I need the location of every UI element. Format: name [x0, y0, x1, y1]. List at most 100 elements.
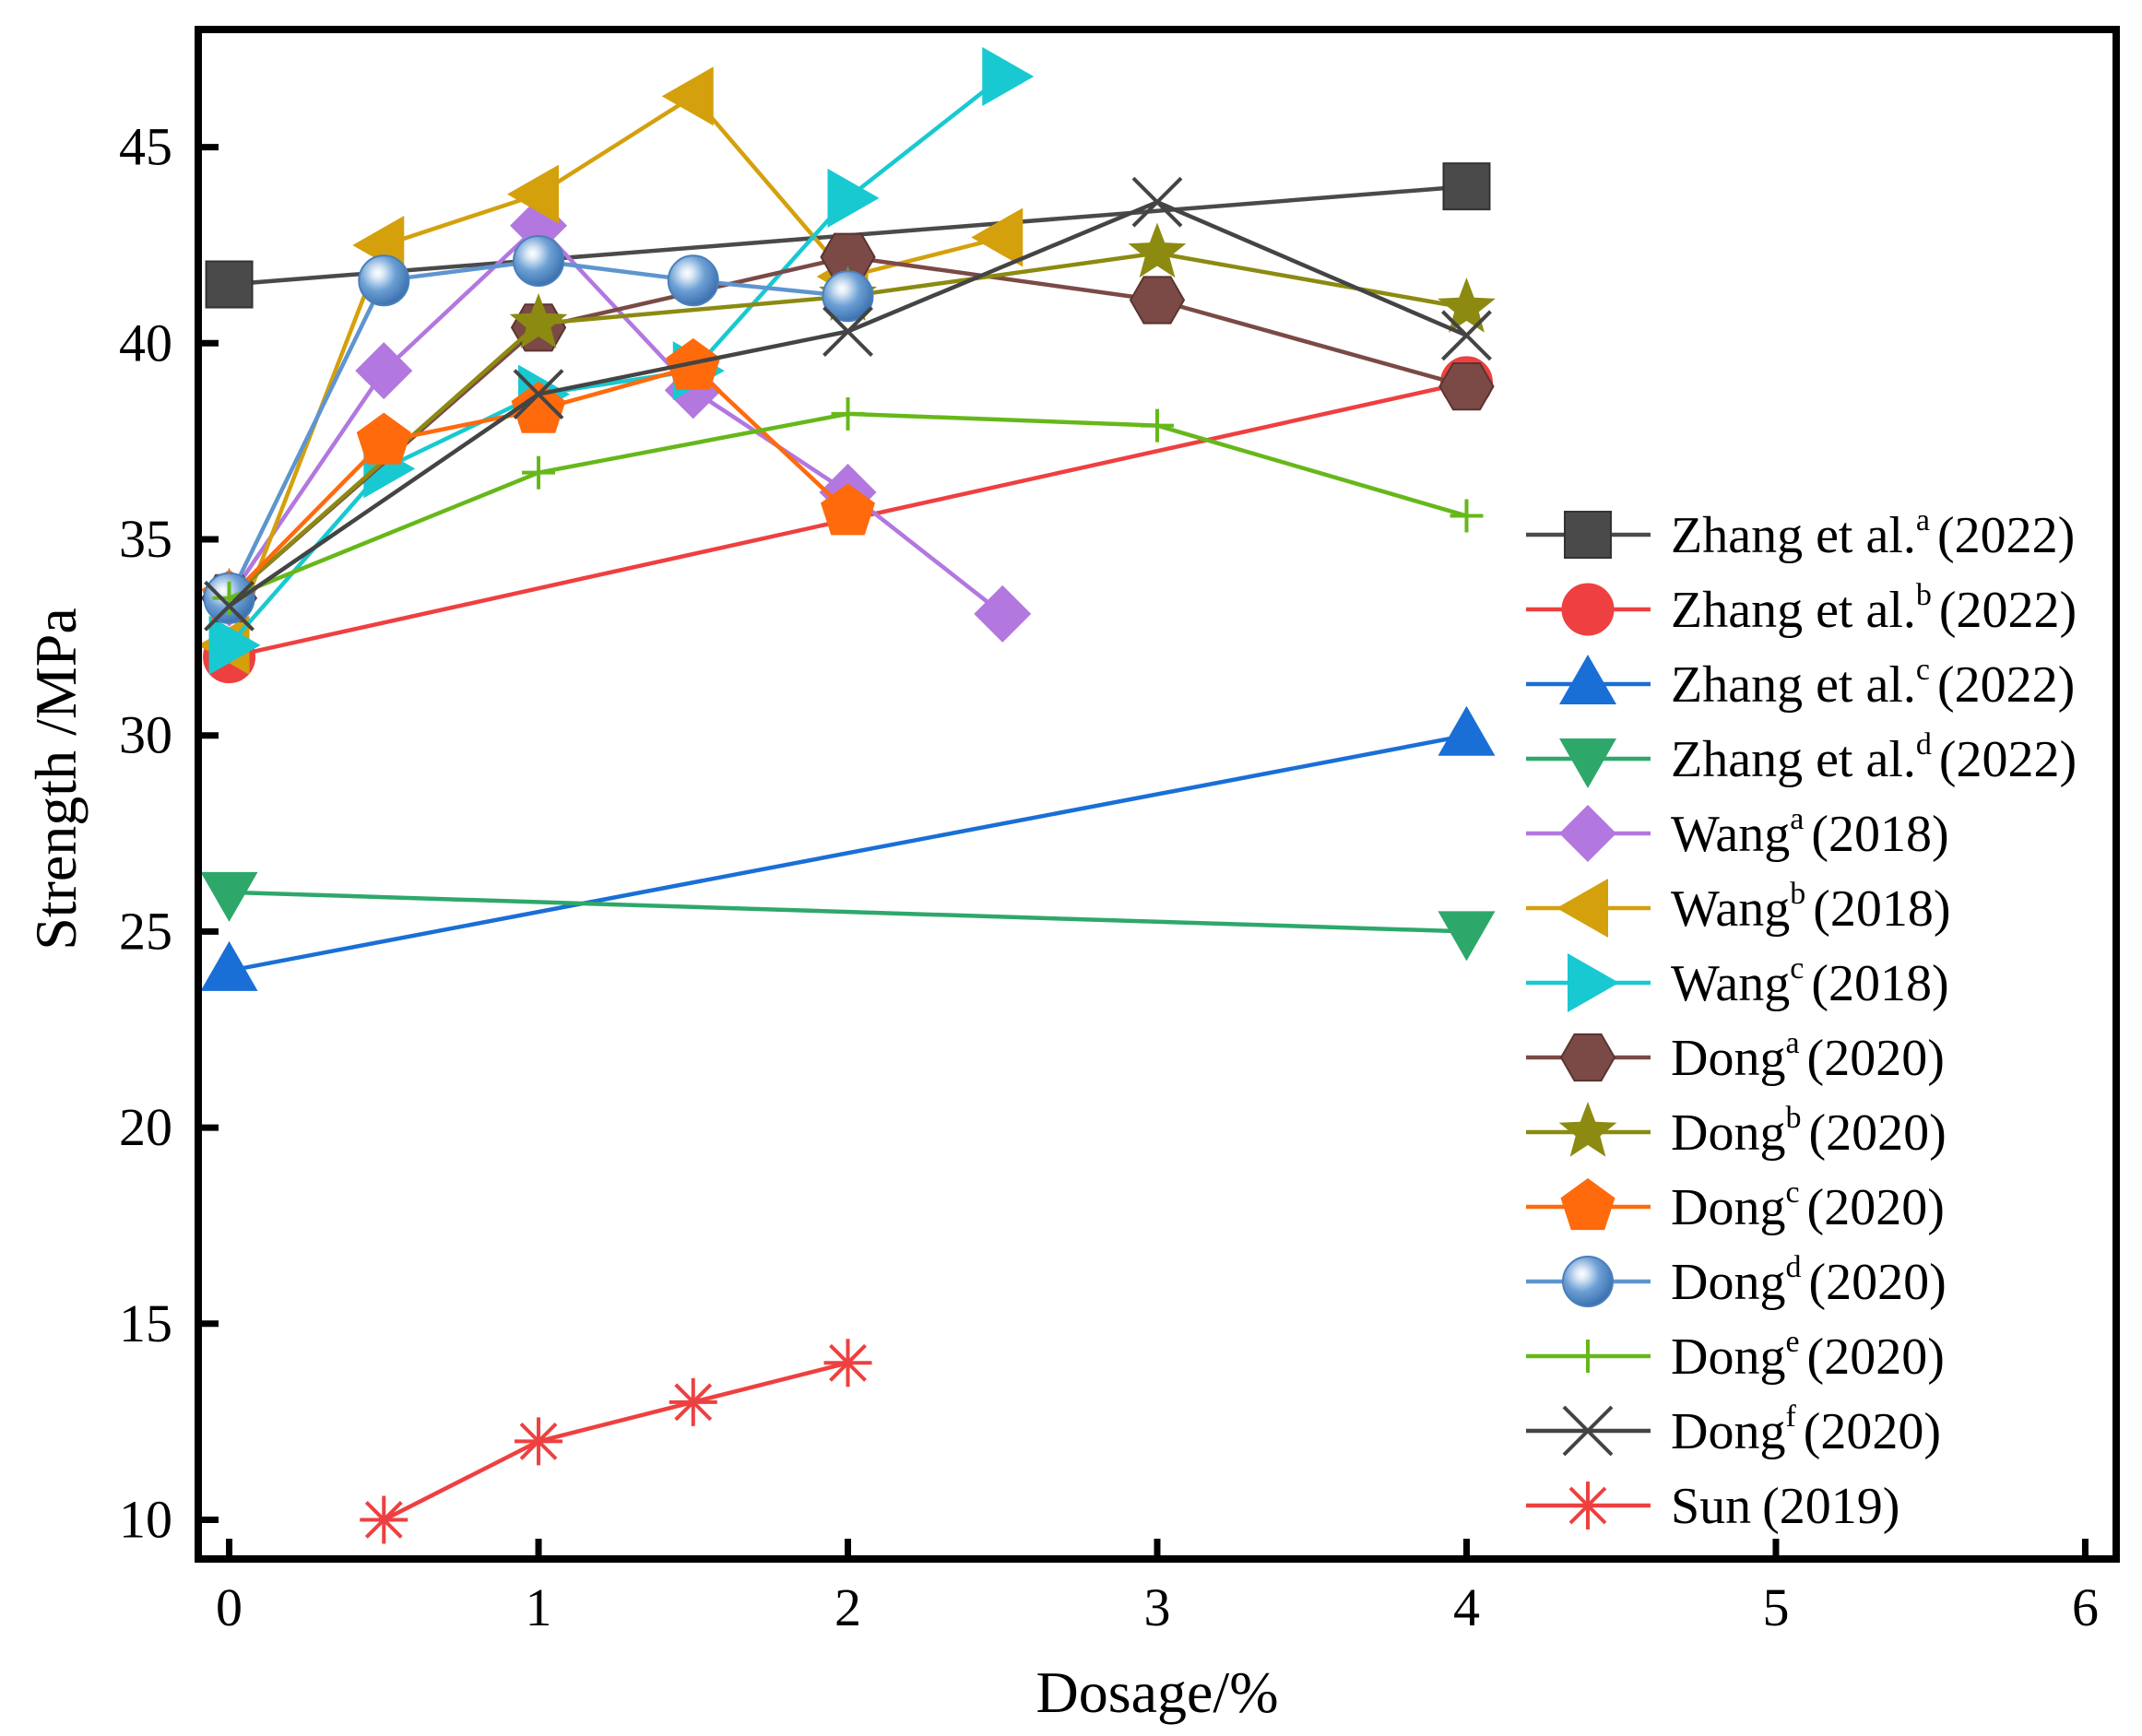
legend-marker: [1564, 1482, 1612, 1529]
data-point: [1128, 222, 1187, 278]
legend-label: Sun (2019): [1671, 1478, 1899, 1535]
data-point: [205, 260, 254, 309]
legend-label: Donga (2020): [1671, 1026, 1945, 1087]
data-point: [974, 585, 1032, 643]
legend-label: Dongb (2020): [1671, 1101, 1947, 1162]
x-tick-label: 2: [834, 1577, 861, 1637]
data-point: [823, 1339, 872, 1388]
x-tick-label: 4: [1453, 1577, 1480, 1637]
legend-item: Sun (2019): [1526, 1478, 1899, 1535]
legend-marker: [1562, 1256, 1614, 1307]
legend-item: Wangc (2018): [1526, 951, 1949, 1012]
data-point: [822, 270, 874, 323]
legend-label: Zhang et al.b (2022): [1671, 578, 2077, 639]
series-4: [200, 871, 1496, 962]
series-3: [200, 705, 1496, 991]
legend-item: Donge (2020): [1526, 1325, 1945, 1386]
legend-label: Zhang et al.c (2022): [1671, 653, 2075, 714]
x-tick-label: 5: [1762, 1577, 1789, 1637]
legend-item: Zhang et al.b (2022): [1526, 578, 2077, 639]
data-point: [1438, 362, 1495, 411]
series-line: [383, 1361, 849, 1522]
legend-marker: [1556, 879, 1608, 938]
data-point: [507, 164, 560, 224]
legend-marker: [1568, 953, 1619, 1012]
series-layer: [197, 47, 1496, 1544]
data-point: [1441, 310, 1492, 361]
legend-label: Wanga (2018): [1671, 802, 1949, 863]
data-point: [831, 396, 865, 431]
series-11: [203, 234, 874, 624]
legend-marker: [1564, 511, 1612, 559]
data-point: [204, 580, 254, 632]
legend-label: Wangc (2018): [1671, 951, 1949, 1012]
legend-item: Dongc (2020): [1526, 1175, 1945, 1236]
x-tick-label: 1: [526, 1577, 552, 1637]
series-line: [227, 94, 1003, 646]
legend-marker: [1562, 1405, 1614, 1457]
legend-label: Wangb (2018): [1671, 877, 1951, 938]
data-point: [360, 1495, 408, 1544]
legend-item: Dongb (2020): [1526, 1101, 1947, 1162]
legend-marker: [1558, 1102, 1617, 1157]
data-point: [509, 293, 568, 348]
series-line: [229, 733, 1467, 974]
x-tick-label: 0: [216, 1577, 243, 1637]
x-tick-label: 3: [1144, 1577, 1171, 1637]
x-tick-label: 6: [2072, 1577, 2099, 1637]
data-point: [821, 483, 876, 536]
y-tick-label: 40: [119, 313, 172, 372]
data-point: [822, 306, 873, 357]
legend-marker: [1560, 1178, 1615, 1231]
series-14: [360, 1339, 872, 1544]
data-point: [661, 66, 714, 126]
data-point: [667, 254, 719, 307]
legend-marker: [1561, 583, 1615, 636]
legend-label: Dongd (2020): [1671, 1250, 1947, 1311]
data-point: [355, 342, 413, 400]
data-point: [827, 168, 880, 228]
y-tick-label: 30: [119, 705, 172, 765]
data-point: [1131, 176, 1183, 228]
legend-marker: [1559, 738, 1616, 788]
legend-item: Donga (2020): [1526, 1026, 1945, 1087]
legend-marker: [1559, 655, 1616, 704]
data-point: [522, 455, 556, 490]
data-point: [1438, 705, 1496, 756]
data-point: [971, 207, 1024, 267]
y-tick-label: 25: [119, 901, 172, 961]
legend-item: Dongd (2020): [1526, 1250, 1947, 1311]
series-12: [212, 396, 1484, 615]
data-point: [1141, 408, 1174, 443]
y-tick-label: 10: [119, 1489, 172, 1549]
legend-item: Dongf (2020): [1526, 1399, 1941, 1460]
series-13: [204, 176, 1492, 632]
y-tick-label: 35: [119, 509, 172, 569]
series-line: [227, 75, 1004, 647]
series-line: [229, 890, 1467, 934]
legend-label: Dongc (2020): [1671, 1175, 1945, 1236]
data-point: [200, 871, 258, 922]
legend-item: Wanga (2018): [1526, 802, 1949, 863]
legend-item: Zhang et al.d (2022): [1526, 727, 2077, 788]
y-tick-label: 15: [119, 1293, 172, 1353]
data-point: [1442, 162, 1491, 211]
legend-marker: [1571, 1340, 1604, 1373]
legend-label: Dongf (2020): [1671, 1399, 1941, 1460]
data-point: [513, 234, 565, 287]
data-point: [358, 254, 410, 307]
data-point: [669, 1377, 717, 1426]
y-tick-label: 45: [119, 117, 172, 177]
data-point: [1438, 278, 1496, 333]
legend: Zhang et al.a (2022) Zhang et al.b (2022) Zh…: [1526, 503, 2077, 1535]
data-point: [208, 615, 261, 675]
data-point: [513, 369, 564, 420]
series-line: [227, 223, 1004, 616]
legend-label: Donge (2020): [1671, 1325, 1945, 1386]
legend-item: Zhang et al.c (2022): [1526, 653, 2075, 714]
data-point: [1438, 911, 1496, 962]
legend-marker: [1559, 805, 1616, 862]
legend-label: Zhang et al.d (2022): [1671, 727, 2077, 788]
